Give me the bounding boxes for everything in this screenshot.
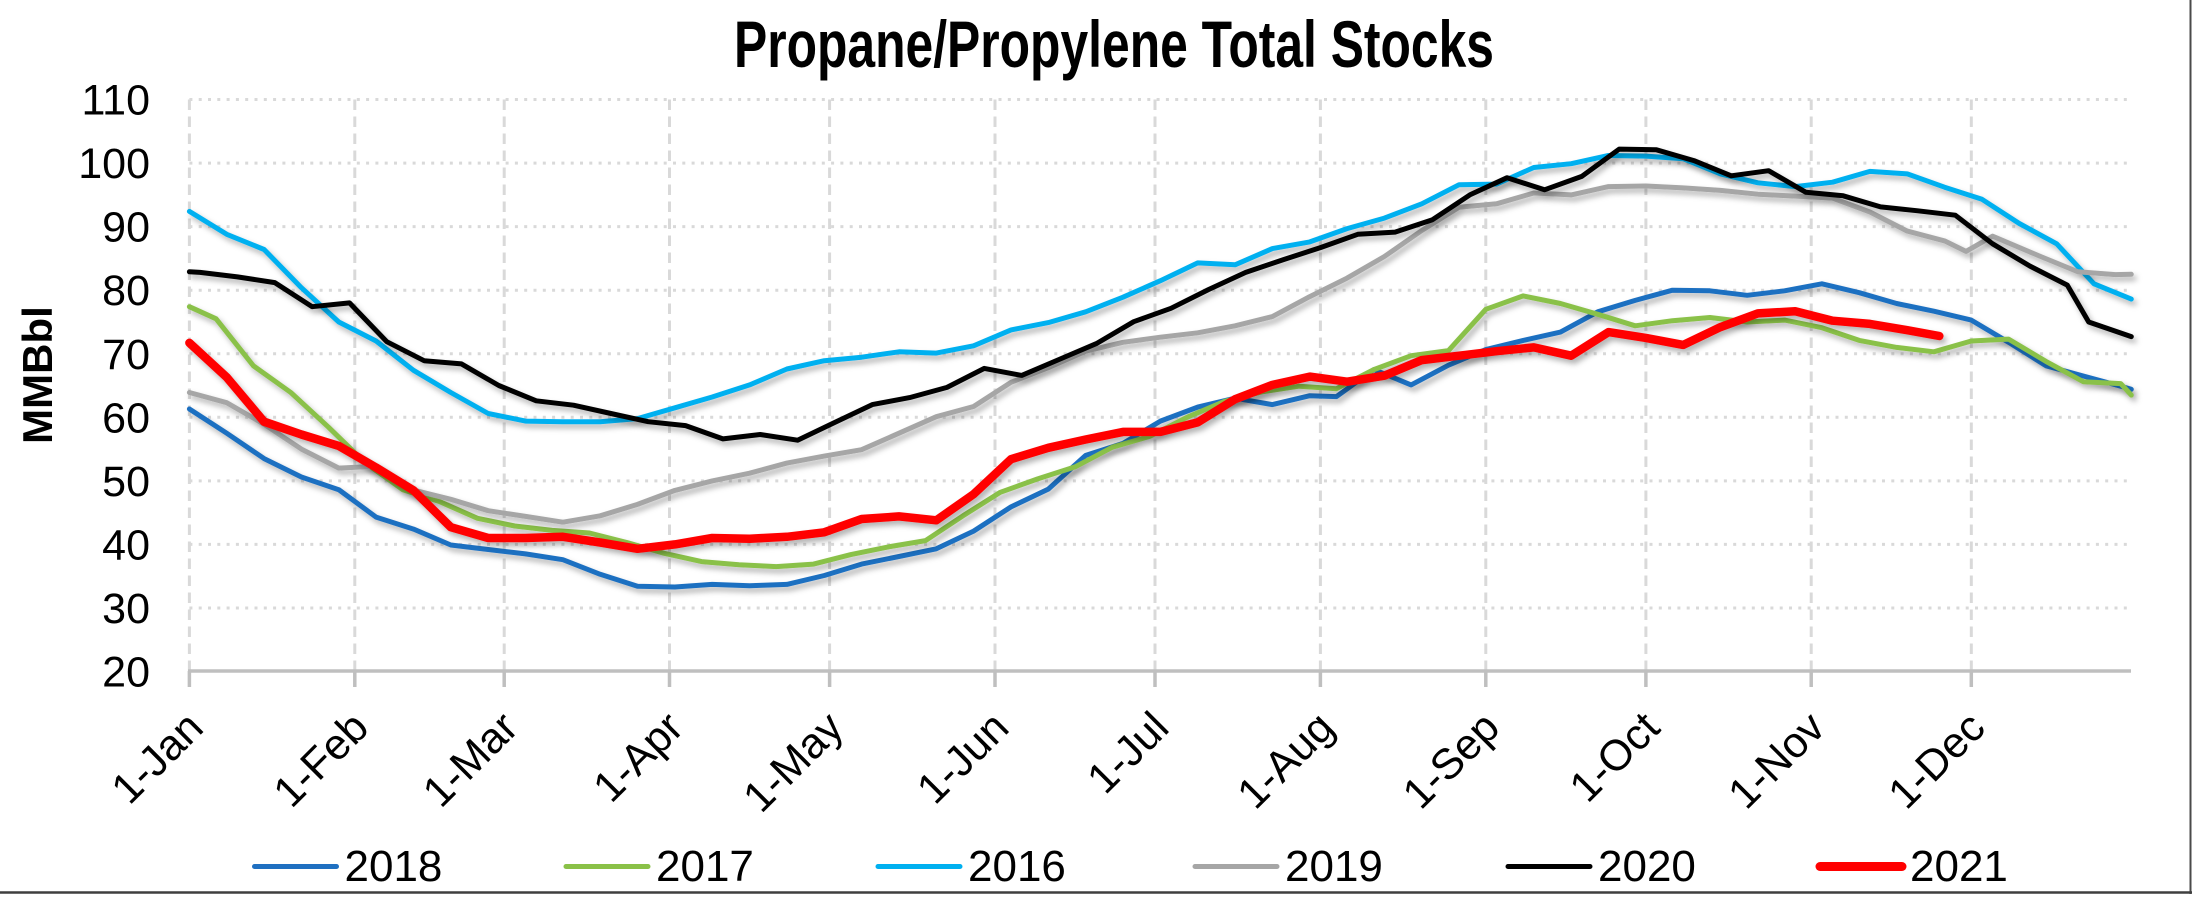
svg-text:Propane/Propylene Total Stocks: Propane/Propylene Total Stocks xyxy=(734,7,1494,81)
svg-text:70: 70 xyxy=(102,331,150,379)
svg-text:60: 60 xyxy=(102,394,150,442)
svg-text:50: 50 xyxy=(102,458,150,506)
svg-text:2017: 2017 xyxy=(656,842,754,891)
svg-text:2020: 2020 xyxy=(1598,842,1696,891)
svg-text:20: 20 xyxy=(102,649,150,697)
svg-text:80: 80 xyxy=(102,267,150,315)
svg-text:2021: 2021 xyxy=(1910,842,2008,891)
svg-text:2016: 2016 xyxy=(968,842,1066,891)
svg-text:110: 110 xyxy=(81,77,150,125)
svg-text:30: 30 xyxy=(102,585,150,633)
svg-text:2018: 2018 xyxy=(345,842,443,891)
svg-text:2019: 2019 xyxy=(1285,842,1383,891)
svg-text:MMBbl: MMBbl xyxy=(14,306,61,444)
svg-text:40: 40 xyxy=(102,521,150,569)
svg-text:90: 90 xyxy=(102,204,150,252)
svg-text:100: 100 xyxy=(78,140,150,188)
